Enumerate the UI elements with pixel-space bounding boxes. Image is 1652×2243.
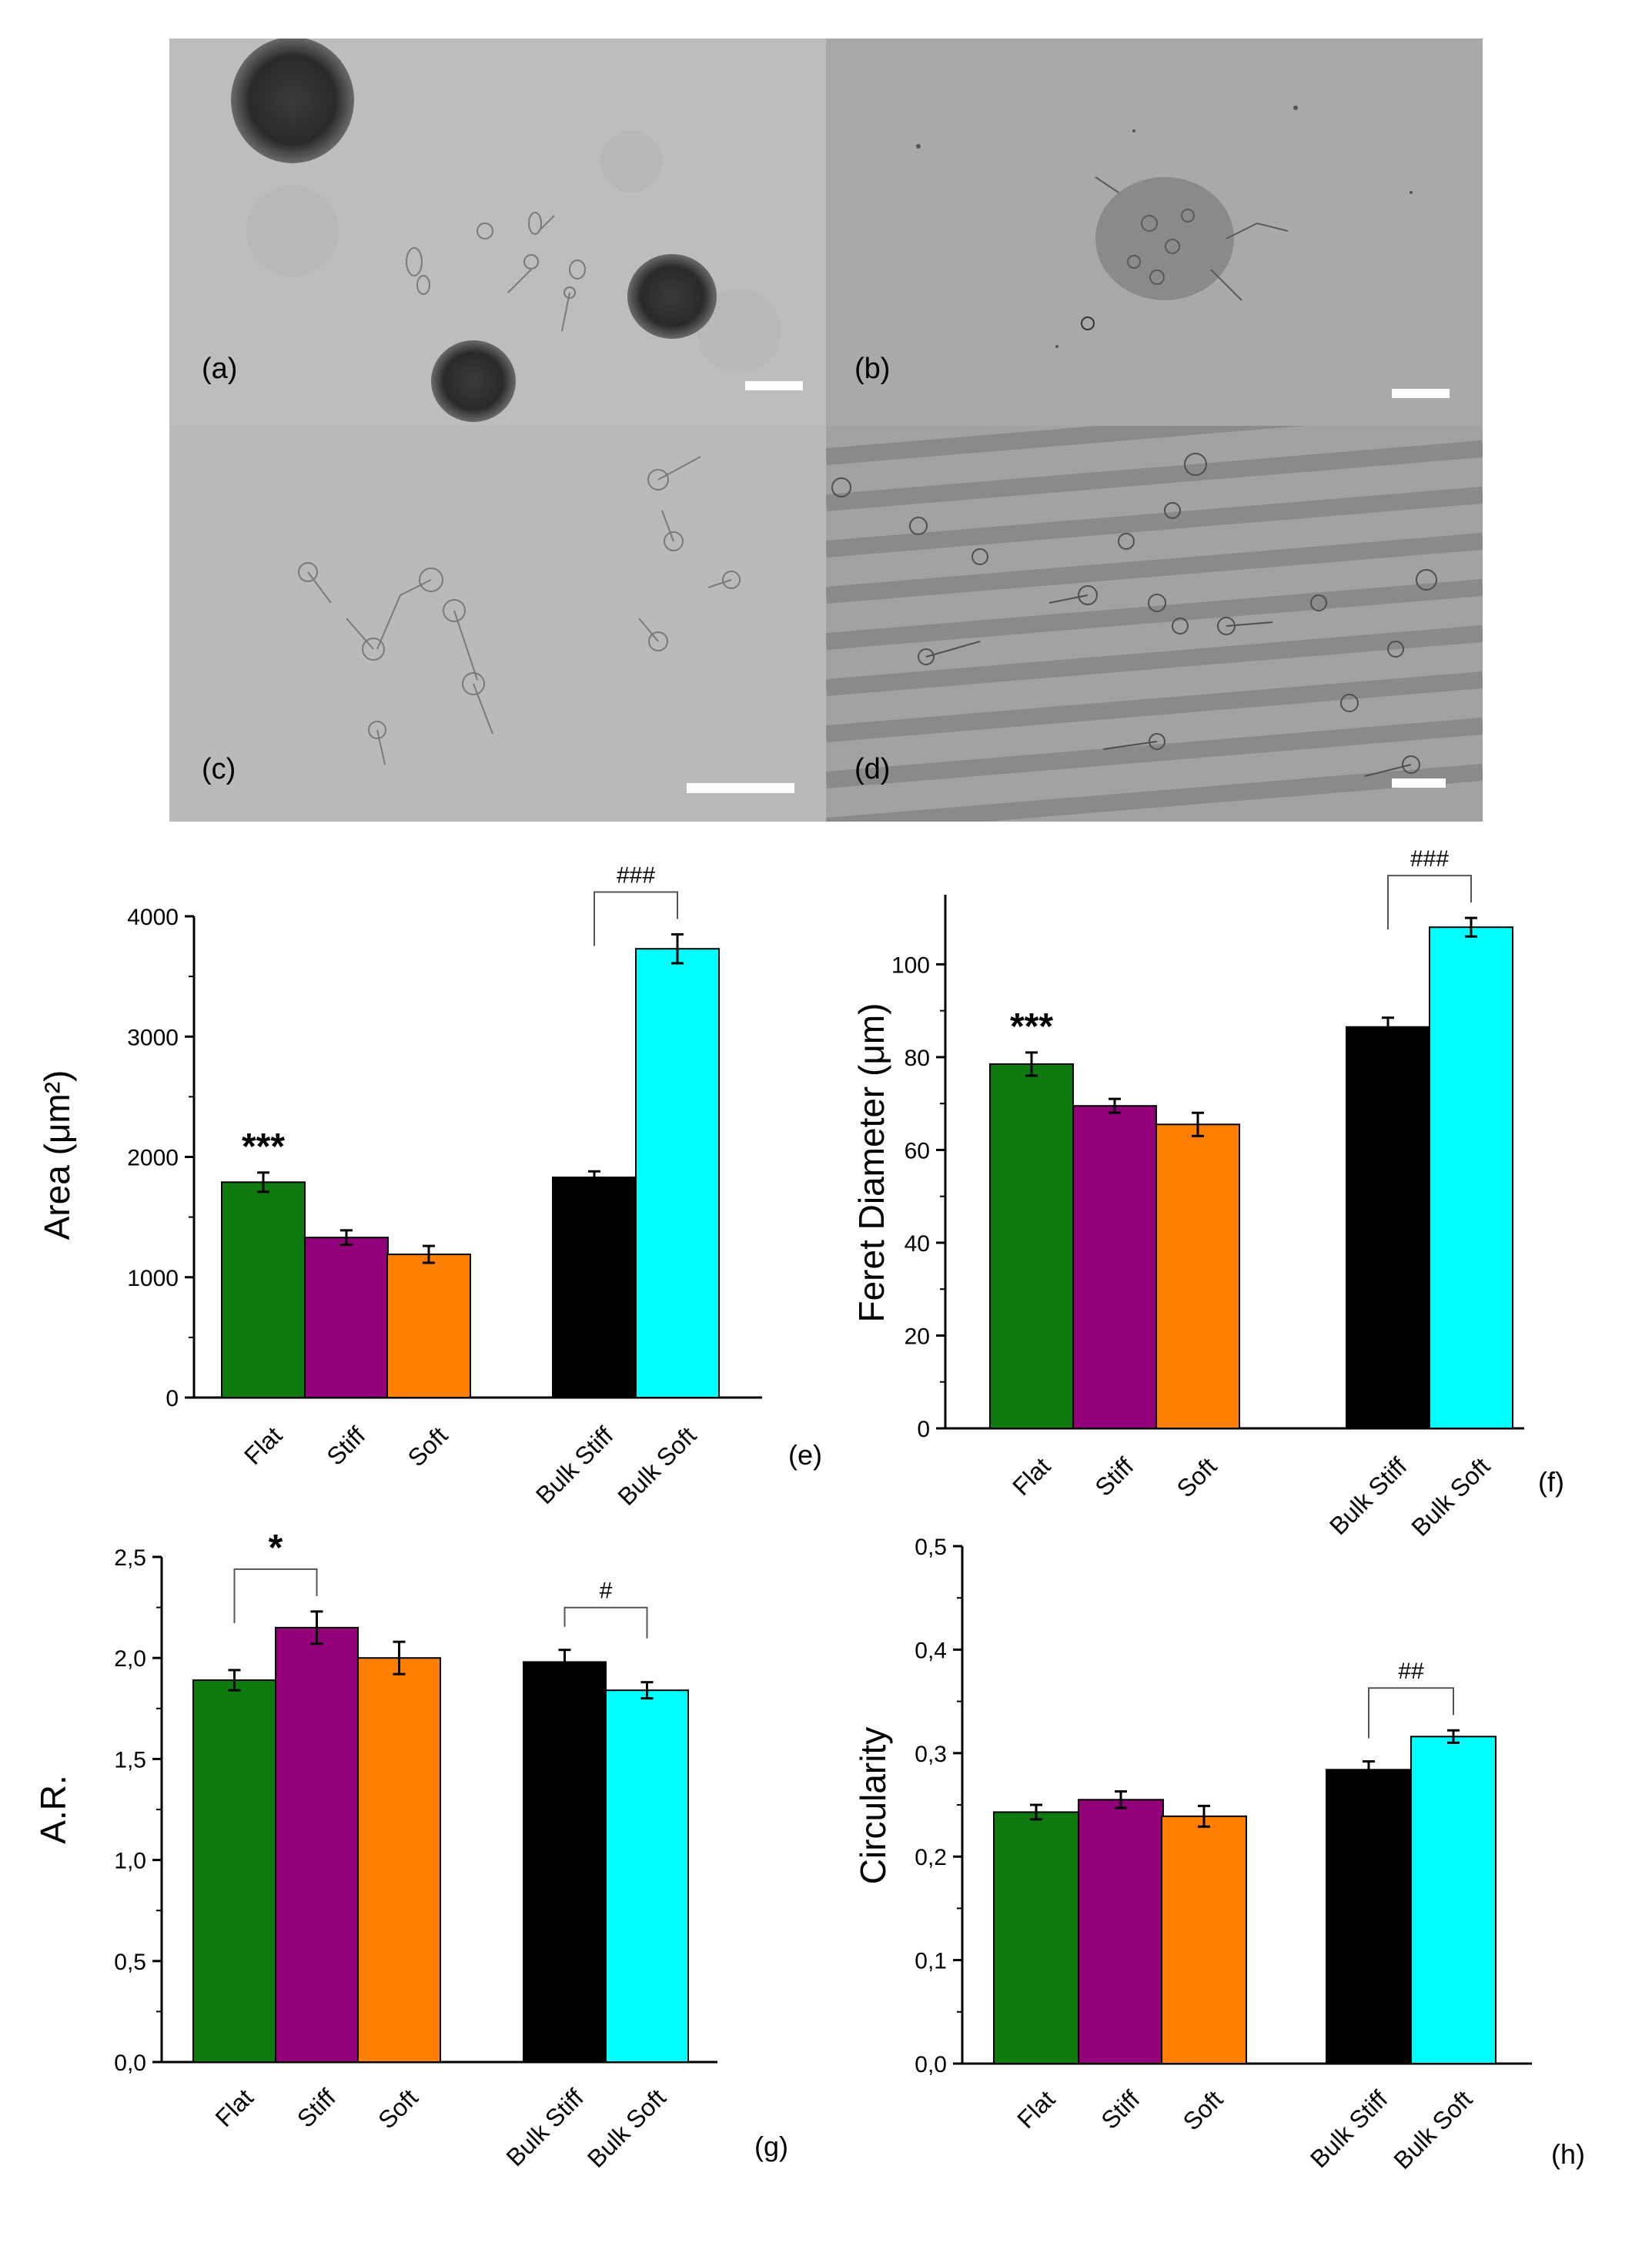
chart-e-significance-label: ### xyxy=(617,862,655,888)
chart-h-bar-bulk-stiff xyxy=(1326,1769,1412,2064)
micrograph-a-label: (a) xyxy=(202,353,238,385)
chart-h-y-tick-label: 0,4 xyxy=(915,1638,947,1663)
chart-g-panel-label: (g) xyxy=(754,2131,788,2162)
chart-h-x-tick-label: Stiff xyxy=(1095,2085,1145,2134)
chart-e-y-tick-label: 2000 xyxy=(127,1146,179,1171)
chart-f-y-tick-label: 20 xyxy=(905,1324,930,1349)
chart-h-significance-bracket xyxy=(1368,1687,1454,1739)
chart-f-significance-bracket xyxy=(1387,875,1472,930)
chart-f-bar-bulk-soft xyxy=(1429,926,1513,1429)
chart-h-x-tick-label: Bulk Soft xyxy=(1388,2085,1477,2174)
chart-f-x-tick-label: Flat xyxy=(1007,1452,1055,1501)
chart-e-y-tick-label: 1000 xyxy=(127,1266,179,1291)
chart-g-x-tick-label: Bulk Soft xyxy=(582,2084,671,2173)
chart-e-panel-label: (e) xyxy=(788,1439,822,1471)
chart-f-y-tick-label: 40 xyxy=(905,1231,930,1257)
chart-g-x-tick-label: Stiff xyxy=(292,2084,341,2133)
chart-f-y-tick-label: 100 xyxy=(891,952,930,978)
chart-e-significance-stars: *** xyxy=(242,1127,285,1167)
chart-f-bar-soft xyxy=(1155,1123,1240,1429)
chart-e-x-tick-label: Bulk Stiff xyxy=(530,1421,618,1509)
micrograph-c-image xyxy=(169,426,826,822)
chart-f-significance-stars: *** xyxy=(1010,1006,1053,1047)
chart-f-y-tick-label: 60 xyxy=(905,1138,930,1163)
chart-g-bar-stiff xyxy=(275,1626,359,2064)
chart-g-y-tick-label: 1,0 xyxy=(114,1849,146,1874)
chart-h-y-label: Circularity xyxy=(853,1727,893,1884)
chart-e-significance-bracket xyxy=(594,891,678,946)
chart-f-y-tick-label: 0 xyxy=(917,1417,930,1442)
chart-g-significance-bracket xyxy=(563,1606,648,1639)
chart-f-panel-label: (f) xyxy=(1538,1466,1564,1498)
chart-g-y-tick-label: 2,0 xyxy=(114,1646,146,1672)
chart-e-bar-bulk-soft xyxy=(635,948,720,1398)
chart-h-bar-flat xyxy=(993,1811,1079,2064)
chart-h-x-tick-label: Bulk Stiff xyxy=(1305,2085,1393,2173)
chart-g-bar-soft xyxy=(357,1657,441,2063)
chart-g-significance-label: * xyxy=(269,1528,283,1568)
chart-g-significance-label: # xyxy=(600,1578,613,1604)
chart-f-bar-stiff xyxy=(1072,1105,1157,1430)
chart-e-bar-stiff xyxy=(304,1237,389,1398)
chart-e-bar-soft xyxy=(386,1254,471,1398)
chart-e-x-tick-label: Soft xyxy=(403,1421,453,1472)
chart-h-panel-label: (h) xyxy=(1551,2138,1585,2170)
chart-g-y-tick-label: 0,0 xyxy=(114,2051,146,2076)
chart-h-bar-stiff xyxy=(1078,1799,1164,2065)
chart-h-x-tick-label: Soft xyxy=(1178,2085,1229,2136)
micrograph-b xyxy=(826,38,1483,426)
chart-f-x-tick-label: Soft xyxy=(1172,1452,1222,1503)
chart-f-significance-label: ### xyxy=(1410,846,1449,872)
chart-h-bar-bulk-soft xyxy=(1410,1736,1496,2064)
chart-h-y-tick-label: 0,2 xyxy=(915,1845,947,1870)
chart-g-significance-bracket xyxy=(233,1568,318,1623)
micrograph-b-label: (b) xyxy=(854,353,891,385)
chart-e-x-tick-label: Bulk Soft xyxy=(612,1421,701,1511)
chart-f-x-tick-label: Stiff xyxy=(1089,1452,1139,1501)
chart-h-significance-label: ## xyxy=(1398,1659,1424,1684)
chart-h-x-tick-label: Flat xyxy=(1012,2085,1060,2134)
chart-h-y-tick-label: 0,5 xyxy=(915,1535,947,1560)
chart-f-y-label: Feret Diameter (μm) xyxy=(851,1003,891,1323)
chart-g-y-label: A.R. xyxy=(33,1775,73,1843)
chart-g-bar-bulk-soft xyxy=(605,1689,689,2064)
chart-e-y-label: Area (μm²) xyxy=(37,1070,77,1240)
chart-f-bar-bulk-stiff xyxy=(1346,1026,1430,1430)
chart-f-bar-flat xyxy=(989,1063,1074,1429)
micrograph-a xyxy=(169,38,826,426)
chart-e-y-tick-label: 3000 xyxy=(127,1025,179,1050)
chart-e-x-tick-label: Flat xyxy=(239,1421,287,1470)
chart-h-y-tick-label: 0,3 xyxy=(915,1742,947,1767)
chart-g-bar-bulk-stiff xyxy=(523,1661,607,2063)
chart-g-x-tick-label: Bulk Stiff xyxy=(501,2084,589,2171)
chart-e-y-tick-label: 4000 xyxy=(127,905,179,930)
micrograph-d-label: (d) xyxy=(854,753,891,785)
chart-e-bar-flat xyxy=(221,1181,306,1398)
chart-e-x-tick-label: Stiff xyxy=(321,1421,370,1471)
chart-g-y-tick-label: 1,5 xyxy=(114,1747,146,1773)
chart-e-y-tick-label: 0 xyxy=(166,1386,179,1411)
micrograph-c-label: (c) xyxy=(202,753,236,785)
chart-h-y-tick-label: 0,1 xyxy=(915,1949,947,1974)
chart-g-y-tick-label: 0,5 xyxy=(114,1950,146,1975)
micrograph-c xyxy=(169,426,826,822)
chart-g-x-tick-label: Soft xyxy=(373,2084,423,2134)
chart-g-bar-flat xyxy=(192,1679,276,2063)
chart-g-x-tick-label: Flat xyxy=(210,2084,259,2132)
chart-e-bar-bulk-stiff xyxy=(552,1177,637,1398)
chart-g-y-tick-label: 2,5 xyxy=(114,1545,146,1571)
chart-h-y-tick-label: 0,0 xyxy=(915,2052,947,2077)
micrograph-d-image xyxy=(826,426,1483,822)
chart-f-y-tick-label: 80 xyxy=(905,1046,930,1071)
chart-f-x-tick-label: Bulk Soft xyxy=(1406,1452,1495,1542)
chart-f-x-tick-label: Bulk Stiff xyxy=(1324,1452,1412,1540)
micrograph-d xyxy=(826,426,1483,822)
chart-h-bar-soft xyxy=(1161,1815,1247,2064)
micrograph-a-image xyxy=(169,38,826,426)
micrograph-b-image xyxy=(826,38,1483,426)
